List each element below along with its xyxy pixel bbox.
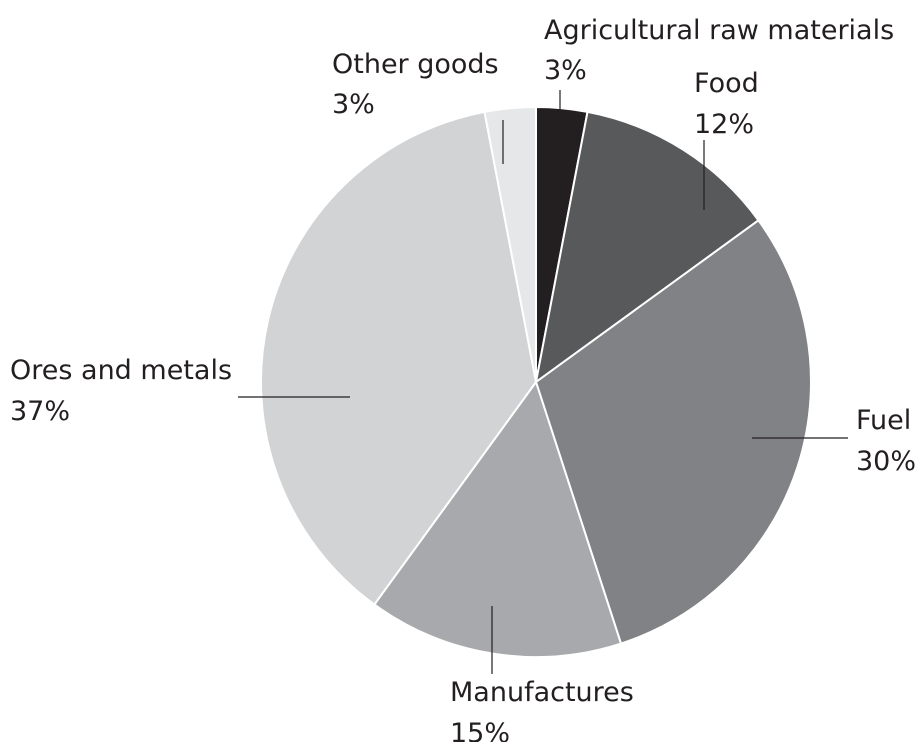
slice-value-label-other-goods: 3%: [332, 89, 375, 120]
pie-slice-fuel: [535, 219, 812, 645]
labels-layer: Agricultural raw materials 3% Food 12% Fuel 3…: [10, 15, 916, 746]
slice-value-label-agricultural-raw-materials: 3%: [544, 55, 587, 86]
pie-slice-ores-and-metals: [260, 110, 537, 606]
slices-layer: [260, 106, 812, 658]
slice-label-manufactures: Manufactures: [450, 677, 634, 708]
slice-value-label-food: 12%: [694, 109, 754, 140]
slice-value-label-ores-and-metals: 37%: [10, 396, 70, 427]
pie-slice-manufactures: [373, 381, 622, 658]
slice-value-label-fuel: 30%: [856, 446, 916, 477]
slice-value-label-manufactures: 15%: [450, 718, 510, 742]
pie-slice-other-goods: [483, 106, 537, 383]
leader-lines-layer: [238, 90, 848, 674]
slice-label-fuel: Fuel: [856, 405, 911, 436]
slice-label-agricultural-raw-materials: Agricultural raw materials: [544, 15, 894, 46]
slice-label-ores-and-metals: Ores and metals: [10, 355, 232, 386]
slice-label-other-goods: Other goods: [332, 49, 499, 80]
slice-label-food: Food: [694, 68, 759, 99]
pie-slice-food: [535, 110, 760, 383]
